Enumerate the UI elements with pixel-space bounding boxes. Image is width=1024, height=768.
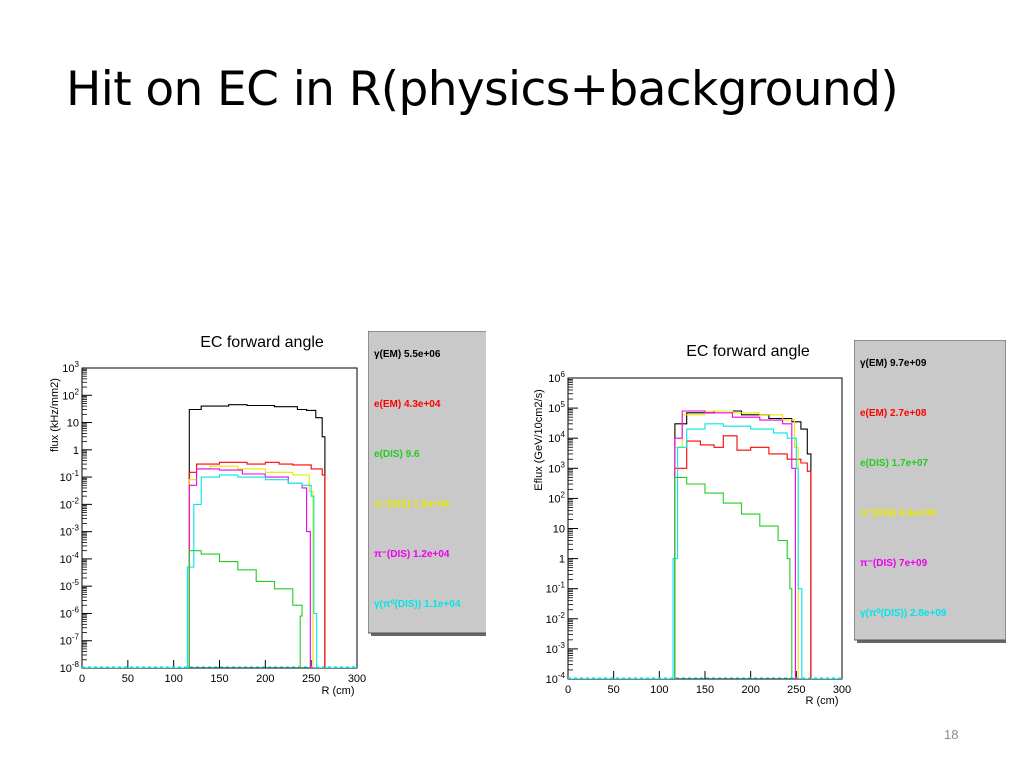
y-tick-label: 10-4 (60, 551, 80, 566)
series-line-1 (82, 461, 357, 668)
x-tick-label: 300 (348, 673, 366, 685)
y-tick-label: 10 (553, 524, 565, 536)
y-tick-label: 104 (548, 430, 565, 445)
x-tick-label: 50 (608, 684, 620, 696)
x-tick-label: 0 (565, 684, 571, 696)
legend-entry: γ(EM) 5.5e+06 (374, 349, 441, 360)
y-tick-label: 10-2 (546, 611, 566, 626)
y-axis-title: flux (kHz/mm2) (49, 378, 61, 452)
legend: γ(EM) 9.7e+09 e(EM) 2.7e+08 e(DIS) 1.7e+07… (854, 340, 1006, 643)
y-tick-label: 10-3 (60, 524, 80, 539)
chart-title: EC forward angle (686, 343, 810, 360)
y-tick-label: 10-2 (60, 496, 80, 511)
series-line-5 (188, 550, 303, 668)
x-tick-label: 250 (302, 673, 320, 685)
legend-entry: γ(EM) 9.7e+09 (860, 358, 927, 369)
x-tick-label: 300 (833, 684, 851, 696)
x-tick-label: 150 (210, 673, 228, 685)
page-number: 18 (944, 727, 959, 742)
x-axis-title: R (cm) (322, 685, 355, 697)
series-line-0 (568, 410, 842, 679)
y-tick-label: 10-8 (60, 660, 80, 675)
y-tick-label: 102 (548, 490, 565, 505)
legend-entry: e(EM) 4.3e+04 (374, 399, 441, 410)
y-tick-label: 103 (62, 360, 79, 375)
y-axis-title: Eflux (GeV/10cm2/s) (533, 389, 545, 490)
y-tick-label: 10-6 (60, 605, 80, 620)
series-line-4 (82, 474, 357, 668)
series-line-1 (568, 435, 842, 679)
x-tick-label: 50 (122, 673, 134, 685)
x-tick-label: 100 (650, 684, 668, 696)
y-tick-label: 105 (548, 400, 565, 415)
y-tick-label: 10-1 (60, 469, 80, 484)
plot-frame (81, 367, 358, 669)
x-tick-label: 0 (79, 673, 85, 685)
y-tick-label: 10-1 (546, 581, 566, 596)
series-line-3 (82, 468, 357, 668)
y-tick-label: 10 (67, 418, 79, 430)
legend-entry: γ(π⁰(DIS)) 1.1e+04 (374, 599, 461, 610)
y-tick-label: 10-4 (546, 671, 566, 686)
y-tick-label: 10-5 (60, 578, 80, 593)
series-line-4 (568, 423, 842, 679)
flux-plot: EC forward angle flux (kHz/mm2) R (cm) 0… (49, 331, 486, 697)
x-tick-label: 150 (696, 684, 714, 696)
y-tick-label: 106 (548, 370, 565, 385)
y-tick-label: 10-3 (546, 641, 566, 656)
y-tick-label: 10-7 (60, 633, 80, 648)
legend-box (854, 340, 1006, 641)
y-tick-label: 102 (62, 387, 79, 402)
x-tick-label: 200 (256, 673, 274, 685)
legend-entry: e(EM) 2.7e+08 (860, 408, 927, 419)
series-line-5 (674, 476, 793, 679)
x-axis-title: R (cm) (806, 695, 839, 707)
y-tick-label: 103 (548, 460, 565, 475)
chart-title: EC forward angle (200, 334, 324, 351)
eflux-plot: EC forward angle Eflux (GeV/10cm2/s) R (… (533, 340, 1006, 707)
x-tick-label: 250 (787, 684, 805, 696)
legend-entry: π⁺(DIS) 1.5e+04 (374, 499, 450, 510)
legend-entry: π⁺(DIS) 6.6e+09 (860, 508, 936, 519)
slide-title: Hit on EC in R(physics+background) (66, 62, 899, 117)
legend-entry: e(DIS) 1.7e+07 (860, 458, 929, 469)
series-line-0 (82, 404, 357, 668)
legend-entry: e(DIS) 9.6 (374, 449, 420, 460)
legend-entry: π⁻(DIS) 1.2e+04 (374, 549, 450, 560)
y-tick-label: 1 (559, 554, 565, 566)
legend: γ(EM) 5.5e+06 e(EM) 4.3e+04 e(DIS) 9.6 π⁺(D… (368, 331, 486, 636)
x-tick-label: 100 (164, 673, 182, 685)
x-tick-label: 200 (741, 684, 759, 696)
y-tick-label: 1 (73, 445, 79, 457)
series-line-2 (82, 465, 357, 668)
legend-entry: π⁻(DIS) 7e+09 (860, 558, 928, 569)
legend-entry: γ(π⁰(DIS)) 2.8e+09 (860, 608, 947, 619)
series-line-3 (568, 410, 842, 679)
legend-box (368, 331, 486, 634)
